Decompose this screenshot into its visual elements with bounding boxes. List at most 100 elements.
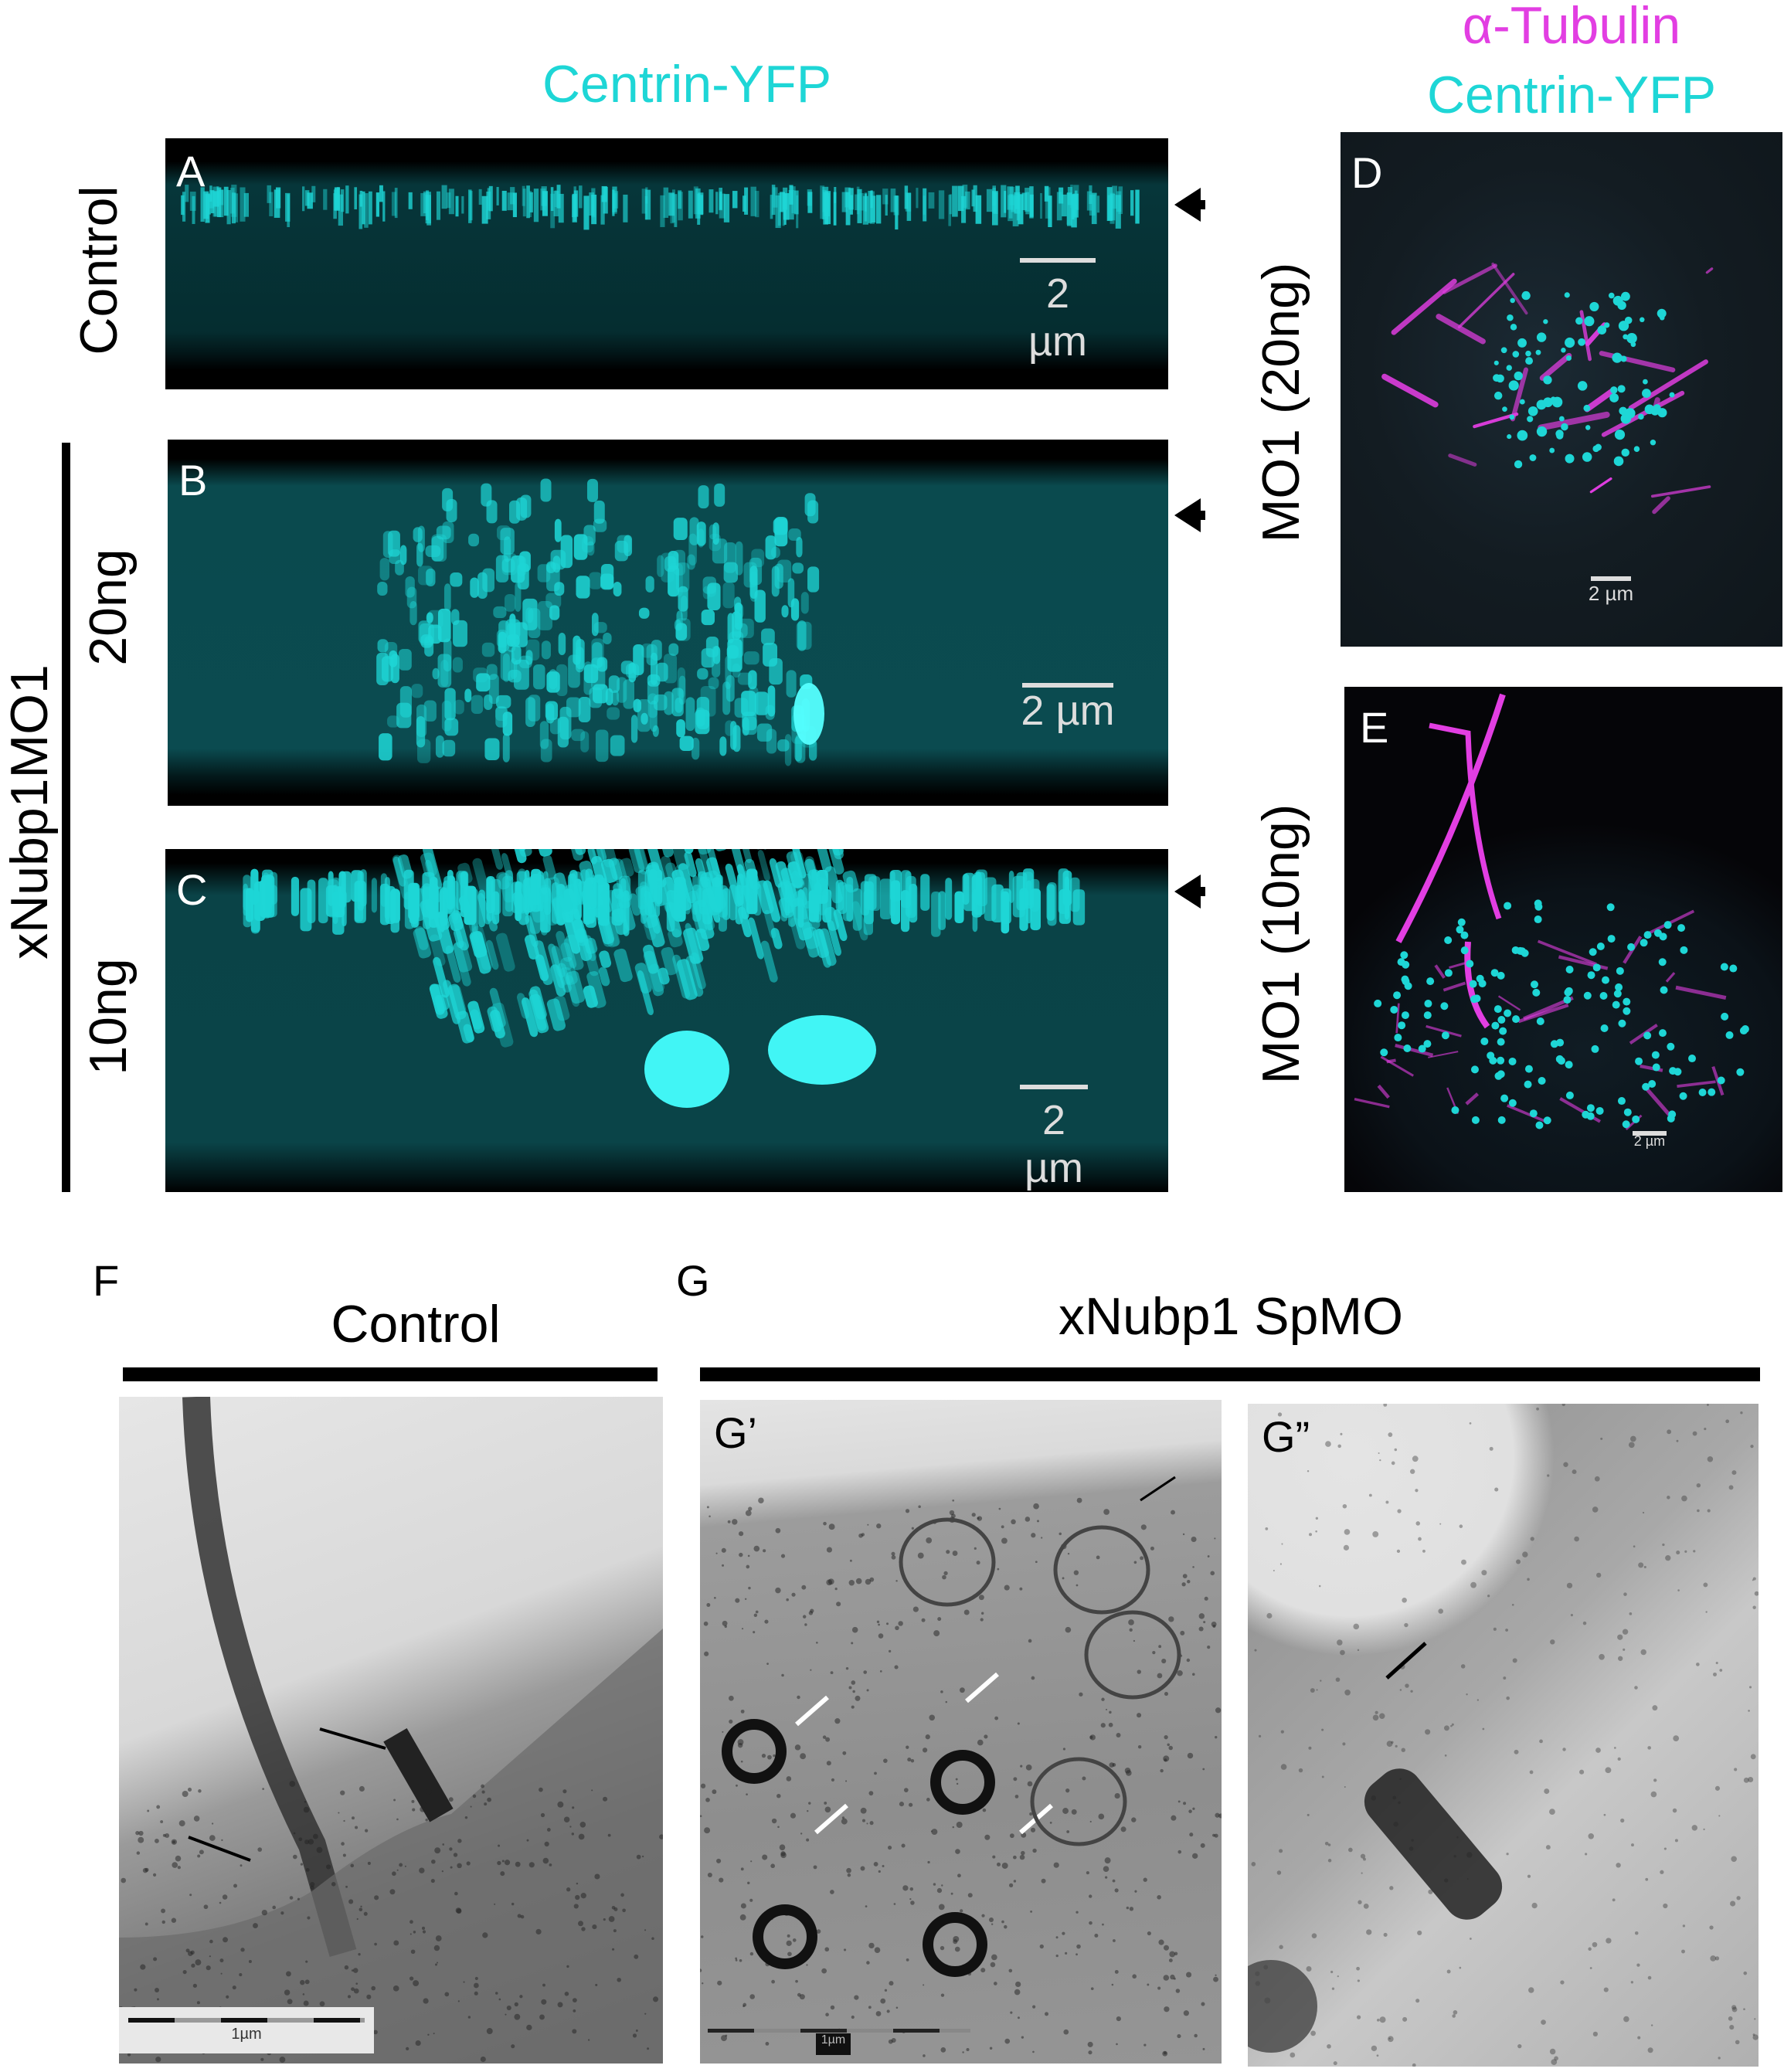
- centrin-signal: [581, 888, 595, 908]
- granule: [1672, 1808, 1677, 1813]
- tubulin-filament: [1497, 995, 1521, 1011]
- granule: [343, 1819, 345, 1822]
- centrin-dot: [1469, 980, 1477, 988]
- granule: [374, 1895, 379, 1900]
- granule: [899, 1802, 905, 1807]
- granule: [1592, 1506, 1599, 1513]
- granule: [393, 1940, 399, 1946]
- granule: [1703, 1582, 1708, 1588]
- granule: [1191, 1536, 1197, 1543]
- centrin-signal: [442, 739, 456, 757]
- centrin-dot: [1583, 404, 1591, 412]
- centrin-signal: [644, 891, 661, 934]
- centrin-signal: [443, 583, 451, 611]
- granule: [1171, 1815, 1177, 1821]
- centrin-signal: [662, 876, 682, 919]
- granule: [1076, 1944, 1081, 1949]
- granule: [392, 1871, 396, 1877]
- tubulin-filament: [1436, 314, 1486, 345]
- granule: [1550, 1639, 1555, 1645]
- granule: [1198, 1613, 1205, 1619]
- centrin-signal: [614, 540, 628, 562]
- centrin-signal: [354, 187, 358, 209]
- granule: [1321, 1728, 1324, 1731]
- granule: [1599, 1653, 1605, 1660]
- granule: [1079, 1692, 1083, 1697]
- panel-g1-image: G’ 1µm: [700, 1400, 1222, 2064]
- centrin-signal: [509, 613, 516, 647]
- centrin-signal: [685, 697, 695, 732]
- centrin-dot: [1543, 319, 1548, 324]
- granule: [780, 1851, 786, 1856]
- granule: [1388, 2036, 1394, 2043]
- centrin-signal: [512, 192, 517, 218]
- centrin-signal: [592, 642, 603, 669]
- centrin-signal: [683, 927, 704, 964]
- centrin-dot: [1556, 1038, 1565, 1047]
- granule: [1748, 1686, 1752, 1689]
- granule: [487, 1797, 491, 1802]
- centrin-signal: [362, 191, 365, 225]
- granule: [755, 1610, 759, 1614]
- granule: [1177, 2034, 1181, 2039]
- granule: [316, 1846, 323, 1853]
- centrin-dot: [1557, 1057, 1565, 1065]
- centrin-signal: [382, 191, 386, 222]
- granule: [719, 1877, 724, 1883]
- centrin-signal: [223, 186, 229, 216]
- centrin-signal: [1018, 194, 1024, 225]
- granule: [888, 2039, 893, 2044]
- centrin-signal: [535, 954, 549, 981]
- granule: [549, 1863, 552, 1866]
- granule: [1623, 1648, 1626, 1651]
- granule: [1019, 1854, 1025, 1860]
- centrin-signal: [755, 191, 759, 218]
- granule: [1103, 1866, 1109, 1873]
- panel-d-scale-bar: 2 µm: [1588, 572, 1634, 606]
- granule: [1402, 1597, 1407, 1603]
- granule: [1713, 1672, 1717, 1676]
- centrin-signal: [607, 707, 620, 720]
- granule: [923, 1984, 925, 1986]
- granule: [1114, 1888, 1119, 1893]
- granule: [373, 2030, 378, 2035]
- centrin-signal: [663, 187, 669, 218]
- granule: [1192, 1853, 1198, 1859]
- centrin-dot: [1534, 915, 1542, 924]
- granule: [1147, 1931, 1151, 1936]
- granule: [284, 1989, 291, 1996]
- granule: [1182, 1574, 1188, 1578]
- centrin-signal: [442, 487, 454, 511]
- centrin-signal: [741, 849, 752, 864]
- granule: [954, 1946, 960, 1952]
- granule: [940, 1690, 943, 1693]
- tubulin-filament: [1650, 485, 1711, 498]
- centrin-dot: [1493, 1005, 1502, 1014]
- granule: [1506, 1853, 1509, 1856]
- granule: [430, 1878, 435, 1883]
- centrin-signal: [875, 195, 882, 224]
- granule: [980, 1968, 986, 1973]
- granule: [1376, 2054, 1379, 2057]
- granule: [1653, 1778, 1657, 1782]
- granule: [486, 2028, 493, 2035]
- granule: [191, 1963, 195, 1968]
- centrin-signal: [757, 849, 770, 881]
- granule: [929, 1714, 936, 1721]
- centrin-dot: [1624, 408, 1636, 419]
- granule: [1740, 1411, 1743, 1415]
- granule: [834, 1718, 841, 1724]
- centrin-dot: [1510, 297, 1515, 304]
- centrin-signal: [1048, 195, 1052, 227]
- centrin-signal: [435, 735, 444, 758]
- granule: [1705, 1611, 1708, 1613]
- centrin-dot: [1561, 348, 1566, 353]
- granule: [886, 2009, 890, 2013]
- granule: [1470, 1581, 1476, 1588]
- granule: [1446, 1969, 1451, 1974]
- centrin-signal: [952, 185, 958, 217]
- centrin-signal: [450, 572, 463, 587]
- granule: [448, 1797, 454, 1802]
- granule: [1391, 1461, 1395, 1466]
- granule: [836, 1602, 841, 1607]
